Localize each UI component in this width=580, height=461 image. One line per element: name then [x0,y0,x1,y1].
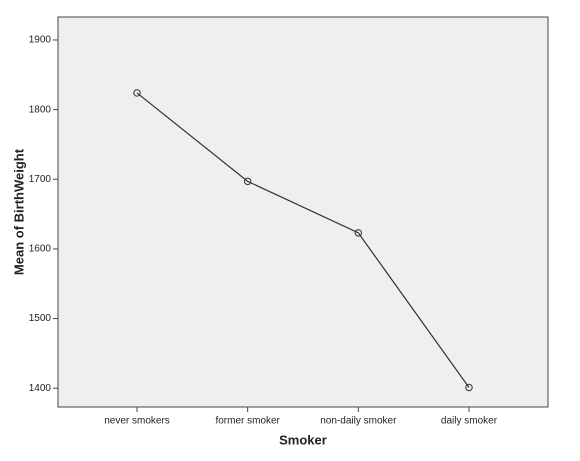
line [136,92,470,388]
x-tick-label: former smoker [215,416,280,427]
y-tick-label: 1600 [29,244,52,255]
x-axis-title: Smoker [279,432,327,447]
y-tick-label: 1400 [29,383,52,394]
y-tick-label: 1500 [29,313,52,324]
point [354,229,363,237]
x-tick-label: never smokers [104,416,170,427]
point [133,89,141,97]
point [465,383,473,392]
plot-area [57,16,549,408]
y-tick-label: 1900 [29,35,52,46]
x-tick-label: non-daily smoker [320,416,397,427]
x-tick-label: daily smoker [441,416,498,427]
y-tick-label: 1800 [29,104,52,115]
y-axis-title: Mean of BirthWeight [11,148,26,275]
y-tick-label: 1700 [29,174,52,185]
point [243,177,252,186]
